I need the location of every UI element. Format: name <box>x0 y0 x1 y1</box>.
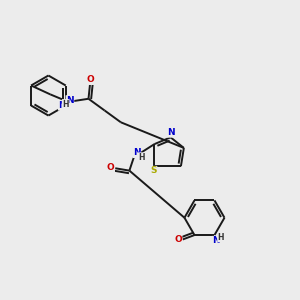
Text: H: H <box>218 233 224 242</box>
Text: O: O <box>174 235 182 244</box>
Text: N: N <box>66 96 74 105</box>
Text: N: N <box>167 128 175 137</box>
Text: O: O <box>86 75 94 84</box>
Text: N: N <box>58 101 66 110</box>
Text: N: N <box>133 148 141 158</box>
Text: S: S <box>150 167 157 176</box>
Text: H: H <box>138 153 144 162</box>
Text: O: O <box>107 164 114 172</box>
Text: H: H <box>62 100 69 109</box>
Text: N: N <box>212 236 220 245</box>
